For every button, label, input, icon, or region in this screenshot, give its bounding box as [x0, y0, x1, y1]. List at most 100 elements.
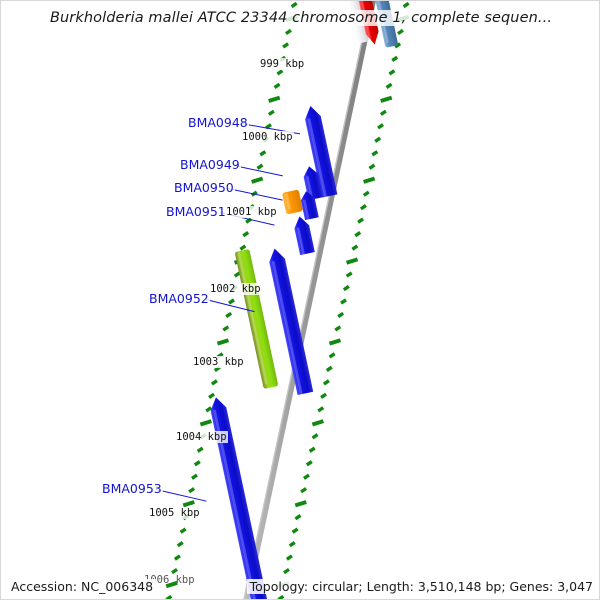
tick-mark [233, 271, 241, 278]
tick-mark [173, 554, 181, 561]
tick-mark [179, 527, 187, 534]
tick-mark [311, 433, 319, 440]
gene-label-bma0953[interactable]: BMA0953 [101, 481, 163, 496]
tick-mark [294, 514, 302, 521]
tick-mark [345, 257, 359, 265]
tick-mark [222, 325, 230, 332]
tick-track-right [277, 1, 410, 599]
tick-mark [225, 311, 233, 319]
tick-mark [397, 28, 404, 36]
gene-BMA0950[interactable] [299, 190, 319, 222]
tick-mark [322, 379, 330, 386]
tick-mark [368, 163, 376, 170]
tick-mark [374, 136, 382, 143]
tick-mark [285, 28, 292, 36]
ruler-tick-label: 1006 kbp [144, 574, 195, 586]
tick-mark [193, 460, 201, 467]
tick-mark [340, 298, 347, 305]
tick-mark [191, 473, 198, 480]
tick-mark [216, 338, 230, 346]
tick-mark [273, 82, 281, 89]
tick-mark [371, 150, 379, 157]
tick-mark [354, 231, 362, 238]
tick-mark [250, 190, 258, 197]
tick-mark [251, 176, 264, 184]
tick-mark [208, 392, 216, 399]
tick-mark [176, 541, 184, 548]
ruler-tick-label: 1003 kbp [192, 356, 245, 368]
tick-mark [199, 419, 212, 427]
gene-label-bma0951[interactable]: BMA0951 [165, 204, 227, 219]
gene-BMA0951[interactable] [292, 215, 316, 260]
tick-mark [291, 527, 299, 534]
gene-label-bma0948[interactable]: BMA0948 [187, 115, 249, 130]
tick-mark [277, 580, 290, 589]
tick-mark [294, 500, 307, 508]
tick-mark [362, 190, 370, 197]
tick-mark [397, 14, 410, 23]
gene-label-bma0950[interactable]: BMA0950 [173, 180, 235, 195]
tick-mark [283, 567, 290, 575]
tick-mark [345, 271, 353, 278]
tick-mark [228, 298, 235, 305]
tick-mark [303, 473, 310, 480]
tick-mark [388, 69, 396, 76]
tick-mark [377, 123, 384, 130]
tick-mark [380, 95, 393, 103]
feature-glyph-group[interactable] [208, 1, 398, 600]
tick-mark [385, 82, 393, 89]
ruler-tick-label: 999 kbp [259, 58, 306, 70]
tick-mark [305, 460, 313, 467]
tick-mark [290, 1, 298, 9]
tick-mark [182, 500, 195, 508]
tick-mark [334, 325, 342, 332]
tick-mark [359, 204, 367, 211]
tick-mark [394, 42, 402, 49]
tick-mark [277, 594, 285, 599]
tick-mark [379, 109, 387, 116]
gene-BMA0952[interactable] [267, 247, 315, 401]
tick-mark [205, 406, 213, 413]
tick-mark [256, 163, 264, 170]
ruler-tick-label: 1002 kbp [209, 283, 262, 295]
tick-mark [337, 311, 345, 319]
tick-mark [165, 580, 178, 589]
tick-mark [351, 244, 359, 251]
tick-mark [165, 594, 173, 599]
tick-mark [242, 231, 250, 238]
ruler-tick-label: 1000 kbp [241, 131, 294, 143]
tick-mark [268, 95, 281, 103]
gene-label-bma0952[interactable]: BMA0952 [148, 291, 210, 306]
gene-BMA0948[interactable] [303, 104, 339, 203]
tick-mark [210, 379, 218, 386]
ruler-tick-label: 1001 kbp [225, 206, 278, 218]
tick-mark [300, 487, 308, 494]
gene-BMA0953[interactable] [208, 396, 269, 600]
feature-orange[interactable] [282, 189, 303, 215]
feature-blue-top[interactable] [375, 1, 399, 48]
tick-mark [282, 42, 290, 49]
tick-mark [267, 109, 275, 116]
tick-mark [363, 176, 376, 184]
tick-mark [245, 217, 253, 224]
tick-mark [196, 446, 204, 453]
ruler-tick-label: 1004 kbp [175, 431, 228, 443]
tick-mark [288, 541, 296, 548]
ruler-tick-label: 1005 kbp [148, 507, 201, 519]
tick-mark [391, 55, 399, 62]
tick-mark [320, 392, 328, 399]
tick-mark [308, 446, 316, 453]
tick-mark [357, 217, 365, 224]
tick-mark [328, 338, 342, 346]
tick-mark [328, 352, 336, 359]
tick-mark [402, 1, 410, 9]
sequence-backbone[interactable] [242, 1, 376, 600]
tick-mark [317, 406, 325, 413]
tick-mark [239, 244, 247, 251]
tick-mark [285, 554, 293, 561]
gene-label-bma0949[interactable]: BMA0949 [179, 157, 241, 172]
tick-mark [276, 69, 284, 76]
tick-mark [265, 123, 272, 130]
